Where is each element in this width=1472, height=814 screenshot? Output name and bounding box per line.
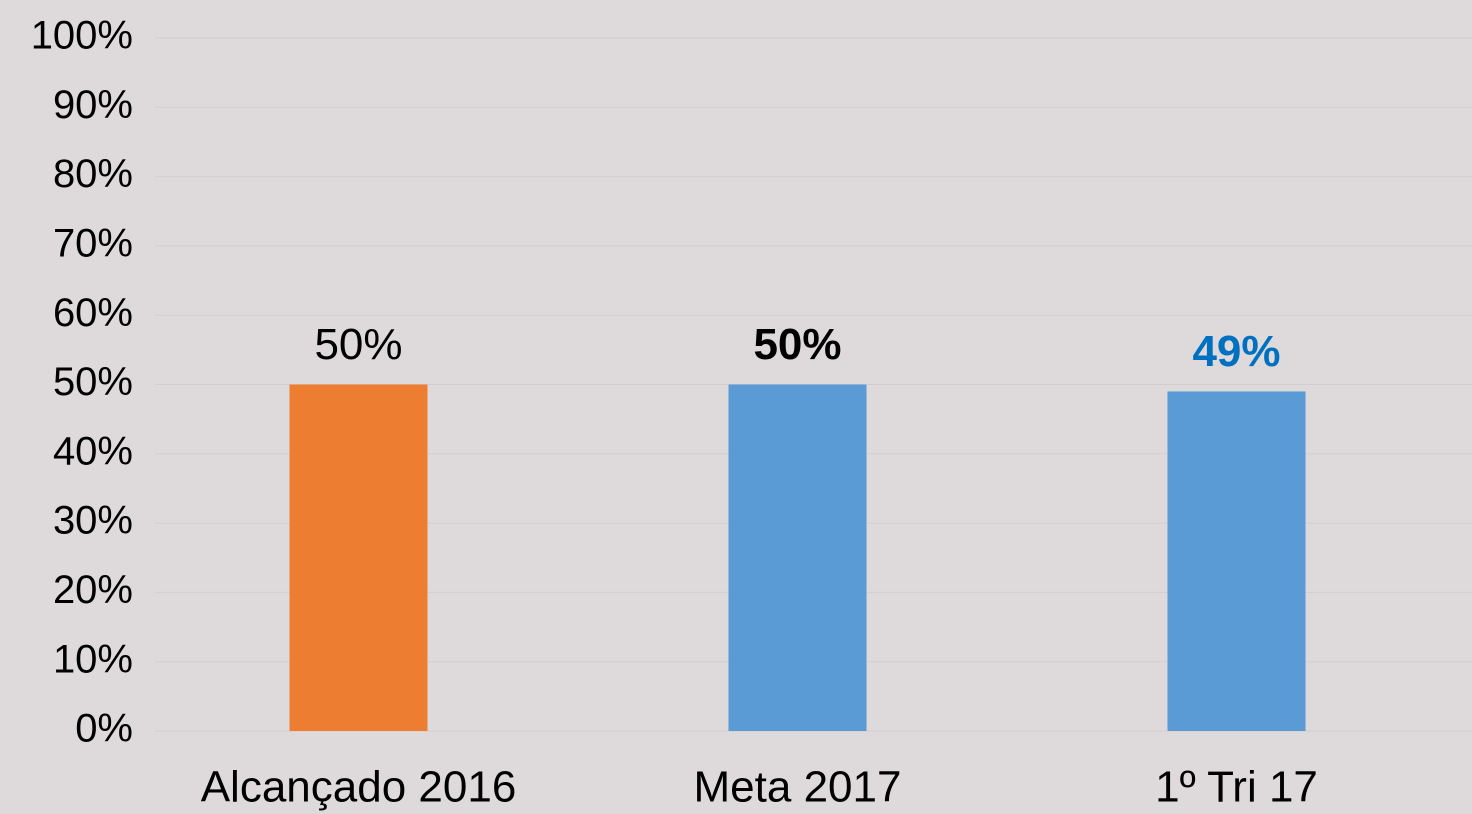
bar bbox=[1167, 391, 1306, 731]
bar bbox=[289, 384, 428, 731]
y-tick-label: 20% bbox=[53, 568, 133, 612]
x-tick-label: Meta 2017 bbox=[694, 763, 902, 812]
y-tick-label: 60% bbox=[53, 291, 133, 335]
y-tick-label: 0% bbox=[75, 707, 133, 751]
y-tick-label: 70% bbox=[53, 221, 133, 265]
x-tick-label: Alcançado 2016 bbox=[201, 763, 517, 812]
y-tick-label: 40% bbox=[53, 429, 133, 473]
bar bbox=[728, 384, 867, 731]
y-tick-label: 10% bbox=[53, 637, 133, 681]
y-tick-label: 80% bbox=[53, 152, 133, 196]
y-tick-label: 30% bbox=[53, 499, 133, 543]
y-tick-label: 50% bbox=[53, 360, 133, 404]
y-tick-label: 90% bbox=[53, 83, 133, 127]
value-label: 50% bbox=[314, 320, 402, 369]
value-label: 49% bbox=[1192, 327, 1280, 376]
x-tick-label: 1º Tri 17 bbox=[1155, 763, 1318, 812]
y-tick-label: 100% bbox=[31, 14, 133, 58]
value-label: 50% bbox=[753, 320, 841, 369]
